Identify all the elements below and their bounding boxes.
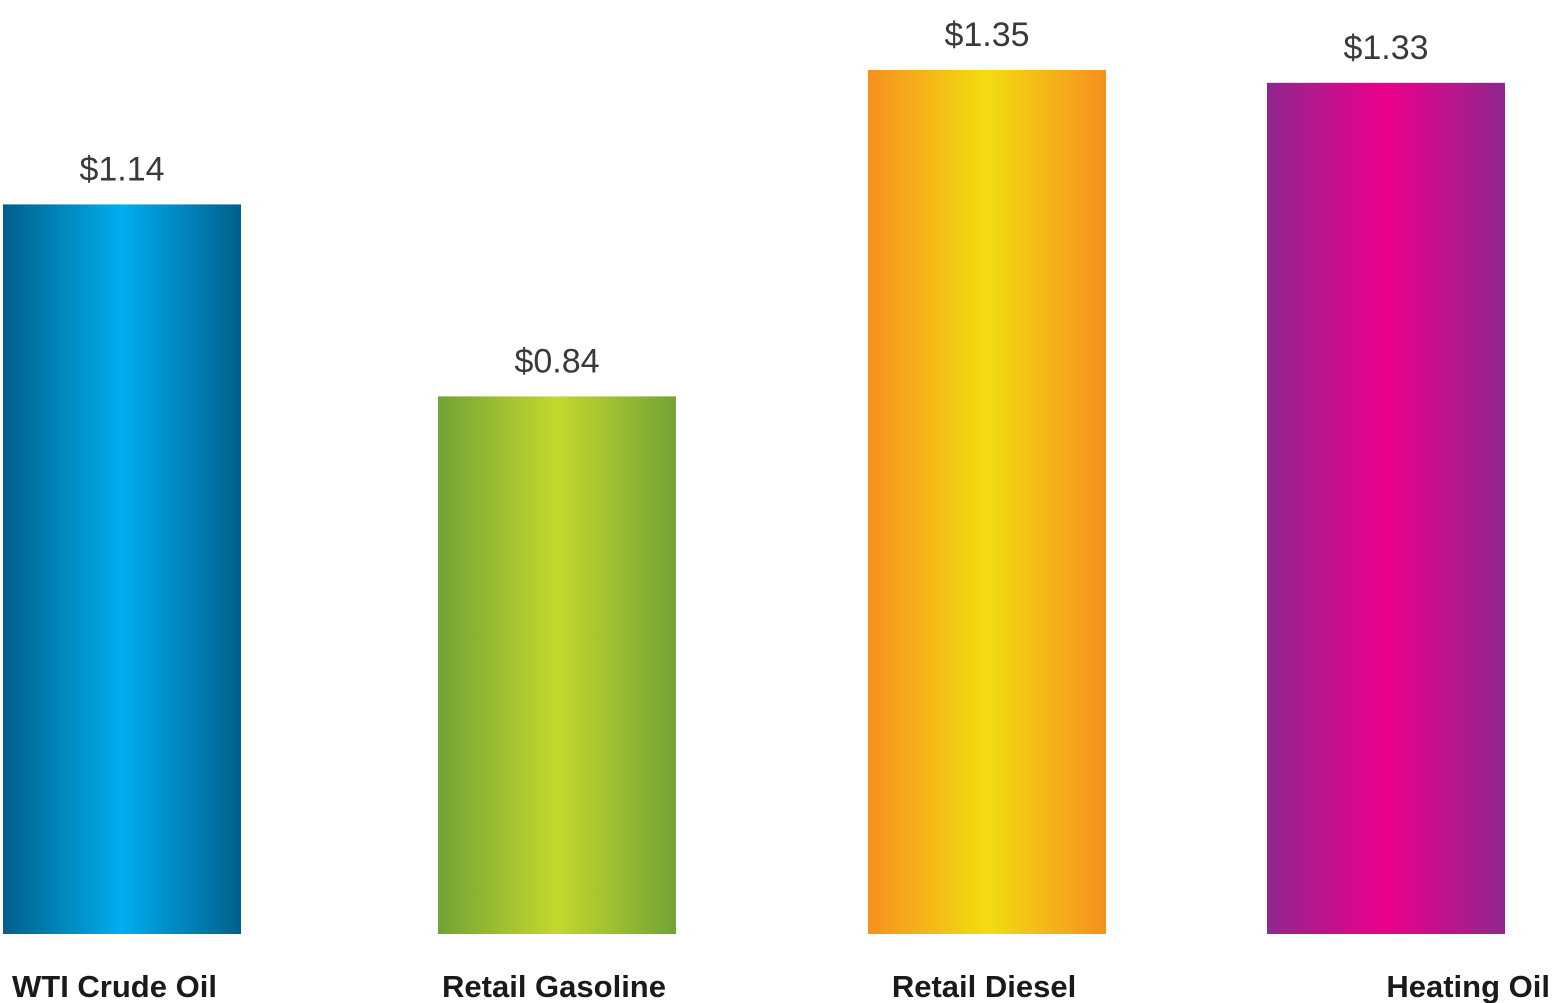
category-label: WTI Crude Oil (12, 969, 217, 1003)
bars-group (3, 70, 1505, 935)
value-label: $1.35 (944, 16, 1029, 54)
value-label: $1.33 (1343, 29, 1428, 67)
category-label: Retail Diesel (892, 969, 1076, 1003)
value-label: $1.14 (79, 150, 164, 188)
value-label: $0.84 (514, 342, 599, 380)
bar-retail-gasoline (438, 396, 676, 934)
bar-wti-crude-oil (3, 204, 241, 934)
category-label: Heating Oil (1386, 969, 1550, 1003)
category-labels-group: WTI Crude Oil Retail Gasoline Retail Diese… (12, 969, 1550, 1003)
bar-retail-diesel (868, 70, 1106, 934)
bar-heating-oil (1267, 82, 1505, 935)
value-labels-group: $1.14 $0.84 $1.35 $1.33 (79, 16, 1428, 380)
category-label: Retail Gasoline (442, 969, 666, 1003)
